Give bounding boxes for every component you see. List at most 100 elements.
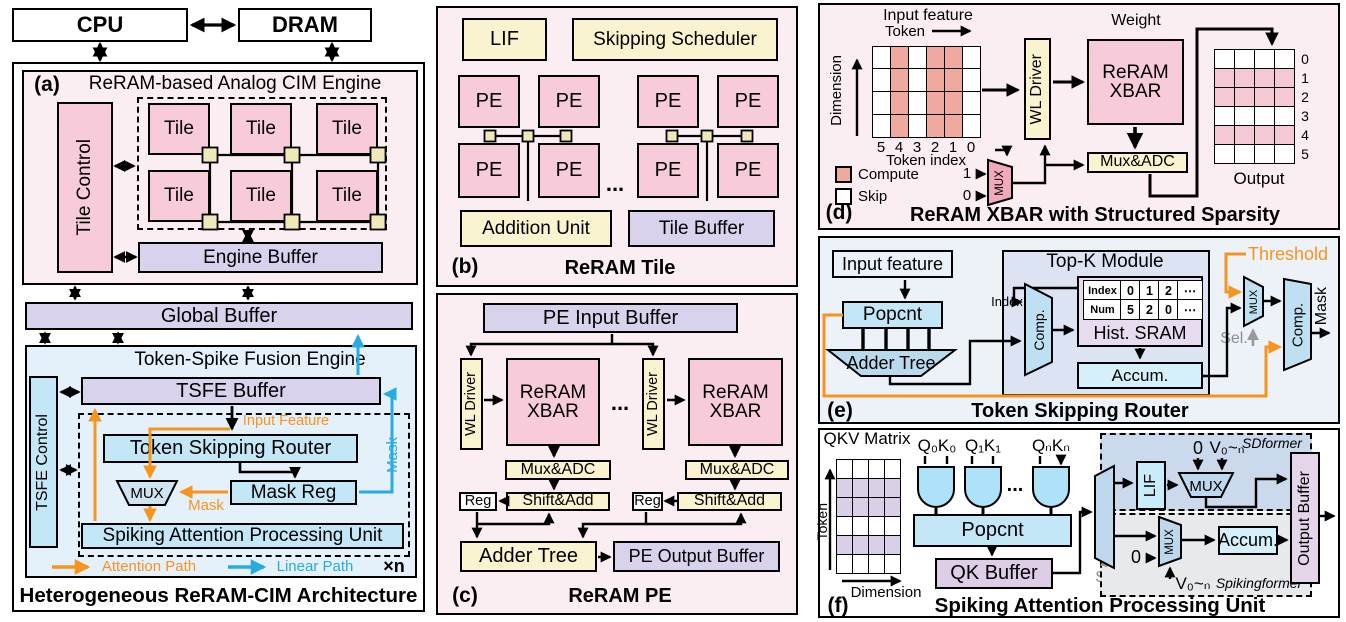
f-dimension-axis-label: Dimension: [850, 583, 922, 601]
table-cell: Num: [1083, 299, 1122, 320]
e-topk-title: Top-K Module: [1046, 251, 1164, 273]
engine-title: ReRAM-based Analog CIM Engine: [88, 73, 382, 95]
table-cell: 5: [1120, 299, 1141, 320]
f-gate-label-q1k1: Q₁K₁: [964, 435, 1002, 455]
grid-cell: [889, 91, 909, 115]
index-label: 5: [1301, 145, 1309, 162]
grid-cell: [883, 515, 901, 537]
d-wl-driver-label: WL Driver: [1028, 53, 1046, 125]
grid-cell: [1233, 105, 1255, 126]
panel-b-tag: (b): [451, 255, 479, 279]
mux-adc-right: Mux&ADC: [685, 460, 789, 480]
d-weight-label: Weight: [1111, 12, 1161, 30]
panel-a-tag: (a): [34, 73, 60, 97]
grid-cell: [1273, 67, 1295, 88]
skipping-scheduler: Skipping Scheduler: [572, 18, 778, 61]
f-lif-label: LIF: [1141, 473, 1159, 498]
table-cell: 0: [1120, 280, 1141, 301]
f-token-axis-label: Token: [814, 487, 830, 557]
grid-cell: [1213, 105, 1235, 126]
grid-cell: [871, 45, 891, 70]
grid-cell: [871, 91, 891, 115]
grid-cell: [907, 45, 927, 70]
d-wl-driver: WL Driver: [1024, 38, 1051, 140]
d-output-grid: [1213, 48, 1295, 164]
grid-cell: [1253, 48, 1275, 69]
index-label: 3: [912, 139, 922, 156]
tsfe-buffer: TSFE Buffer: [81, 377, 381, 405]
grid-cell: [851, 535, 869, 556]
reg-left: Reg: [459, 492, 497, 511]
tile-control-label: Tile Control: [74, 139, 96, 236]
grid-cell: [851, 515, 869, 537]
table-cell: 2: [1139, 299, 1160, 320]
mask-linear-text: Mask: [384, 437, 402, 473]
addition-unit: Addition Unit: [460, 210, 612, 247]
grid-cell: [1273, 124, 1295, 145]
grid-cell: [961, 68, 981, 92]
grid-cell: [867, 515, 885, 537]
d-dimension-text: Dimension: [828, 54, 846, 126]
tsfe-control-label: TSFE Control: [34, 413, 52, 511]
tile: Tile: [230, 170, 292, 222]
grid-cell: [835, 458, 853, 479]
table-cell: Index: [1083, 280, 1122, 301]
grid-cell: [1213, 48, 1235, 69]
index-label: 1: [1301, 69, 1309, 86]
f-qk-buffer: QK Buffer: [935, 558, 1053, 589]
panel-b-caption: ReRAM Tile: [564, 256, 676, 279]
grid-cell: [1233, 143, 1255, 164]
grid-cell: [867, 477, 885, 498]
grid-cell: [867, 535, 885, 556]
f-qkv-matrix-label: QKV Matrix: [823, 429, 911, 449]
f-lif: LIF: [1136, 461, 1166, 510]
grid-cell: [1233, 67, 1255, 88]
index-label: 2: [930, 139, 940, 156]
e-index-label: Index: [991, 294, 1023, 310]
e-hist-table: Index 0 1 2 ⋯ Num 5 2 0 ⋯: [1083, 280, 1203, 320]
tile: Tile: [148, 170, 210, 222]
cpu-block: CPU: [12, 8, 188, 42]
f-v-bottom-label: V₀~ₙ: [1175, 573, 1211, 593]
d-mux-adc: Mux&ADC: [1087, 152, 1188, 173]
panel-c-tag: (c): [452, 584, 478, 608]
grid-cell: [835, 515, 853, 537]
index-label: 4: [1301, 126, 1309, 143]
wl-driver-label: WL Driver: [463, 372, 480, 436]
pe-block: PE: [637, 75, 699, 128]
and-gate: [917, 466, 955, 508]
e-sel-label: Sel.: [1220, 330, 1248, 348]
tsfe-control: TSFE Control: [29, 376, 58, 548]
grid-cell: [1273, 86, 1295, 107]
grid-cell: [867, 554, 885, 575]
engine-buffer: Engine Buffer: [138, 242, 383, 273]
d-output-label: Output: [1233, 169, 1285, 189]
d-one-label: 1: [962, 165, 972, 183]
index-label: 1: [948, 139, 958, 156]
pe-input-buffer: PE Input Buffer: [483, 303, 738, 333]
table-cell: ⋯: [1177, 299, 1203, 320]
wl-driver-right: WL Driver: [642, 358, 665, 450]
panel-c-caption: ReRAM PE: [568, 584, 672, 607]
d-legend-compute-label: Compute: [858, 166, 919, 184]
grid-cell: [851, 458, 869, 479]
grid-cell: [1213, 86, 1235, 107]
legend-attention-path: Attention Path: [101, 557, 197, 575]
reram-xbar-right: ReRAM XBAR: [688, 358, 783, 446]
grid-cell: [883, 554, 901, 575]
lif-unit: LIF: [462, 18, 547, 61]
grid-cell: [883, 458, 901, 479]
table-cell: 0: [1158, 299, 1179, 320]
e-input-feature: Input feature: [832, 250, 953, 278]
reg-right: Reg: [632, 492, 663, 511]
f-output-buffer: Output Buffer: [1290, 452, 1320, 584]
tile-buffer: Tile Buffer: [628, 210, 775, 247]
dram-block: DRAM: [238, 8, 372, 42]
mux-adc-left: Mux&ADC: [505, 460, 611, 480]
panel-d-tag: (d): [825, 201, 853, 225]
grid-cell: [925, 113, 945, 138]
grid-cell: [871, 113, 891, 138]
shift-add-left: Shift&Add: [506, 492, 610, 511]
pe-ellipsis: ...: [605, 170, 625, 196]
mask-linear-label: Mask: [384, 430, 402, 480]
